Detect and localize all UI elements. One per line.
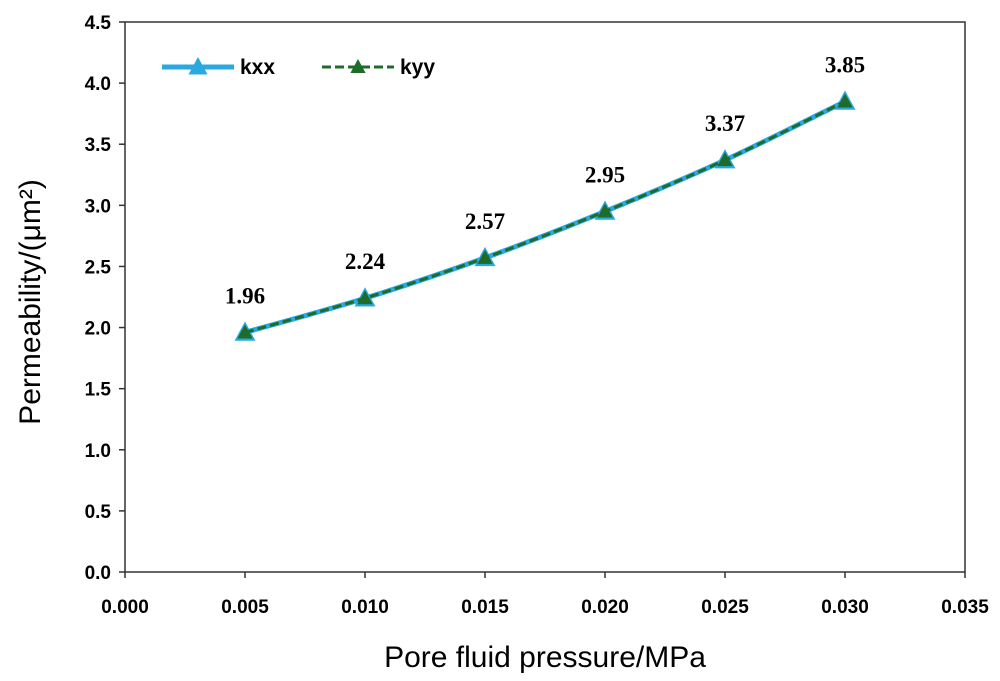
data-point-kyy (837, 93, 853, 108)
y-tick-label: 1.0 (85, 441, 111, 462)
y-tick-label: 0.5 (85, 502, 112, 523)
data-label: 2.57 (465, 209, 505, 234)
data-labels: 1.96 2.24 2.57 2.95 3.37 3.85 (225, 52, 865, 308)
data-point-kyy (717, 152, 733, 167)
y-tick-label: 0.0 (85, 563, 111, 584)
data-label: 3.85 (825, 52, 865, 77)
legend-item-kxx: kxx (162, 56, 275, 79)
legend-label: kxx (240, 56, 275, 79)
y-tick-label: 4.5 (85, 13, 112, 34)
x-tick-label: 0.010 (341, 597, 389, 618)
legend: kxx kyy (162, 56, 435, 79)
plot-area (124, 21, 966, 573)
x-axis-title: Pore fluid pressure/MPa (384, 641, 706, 674)
x-tick-label: 0.000 (101, 597, 149, 618)
x-tick-label: 0.015 (461, 597, 509, 618)
x-axis-ticks: 0.000 0.005 0.010 0.015 0.020 0.025 0.030 0.035 (101, 572, 989, 618)
x-tick-label: 0.020 (581, 597, 629, 618)
data-label: 2.95 (585, 162, 625, 187)
series-kxx (234, 90, 856, 341)
data-point-kyy (477, 249, 493, 264)
series-kyy (237, 93, 853, 339)
x-tick-label: 0.005 (221, 597, 269, 618)
series-line-kxx (244, 99, 847, 335)
y-tick-label: 2.5 (85, 257, 112, 278)
data-label: 1.96 (225, 283, 265, 308)
data-label: 2.24 (345, 249, 386, 274)
data-point-kyy (237, 324, 253, 339)
legend-label: kyy (400, 56, 435, 79)
x-tick-label: 0.025 (701, 597, 749, 618)
series-line-kyy (244, 100, 846, 334)
legend-marker (350, 59, 366, 73)
legend-marker (188, 57, 208, 75)
x-tick-label: 0.030 (821, 597, 869, 618)
legend-item-kyy: kyy (322, 56, 435, 79)
y-tick-label: 3.5 (85, 135, 112, 156)
y-tick-label: 2.0 (85, 319, 111, 340)
data-point-kyy (597, 203, 613, 218)
y-tick-label: 3.0 (85, 196, 111, 217)
y-axis-ticks: 0.0 0.5 1.0 1.5 2.0 2.5 3.0 3.5 4.0 4.5 (85, 13, 125, 584)
y-axis-title: Permeability/(μm²) (14, 179, 47, 425)
y-tick-label: 1.5 (85, 380, 112, 401)
x-tick-label: 0.035 (941, 597, 989, 618)
data-point-kyy (357, 290, 373, 305)
series-layer (234, 90, 856, 341)
data-label: 3.37 (705, 111, 745, 136)
y-tick-label: 4.0 (85, 74, 111, 95)
